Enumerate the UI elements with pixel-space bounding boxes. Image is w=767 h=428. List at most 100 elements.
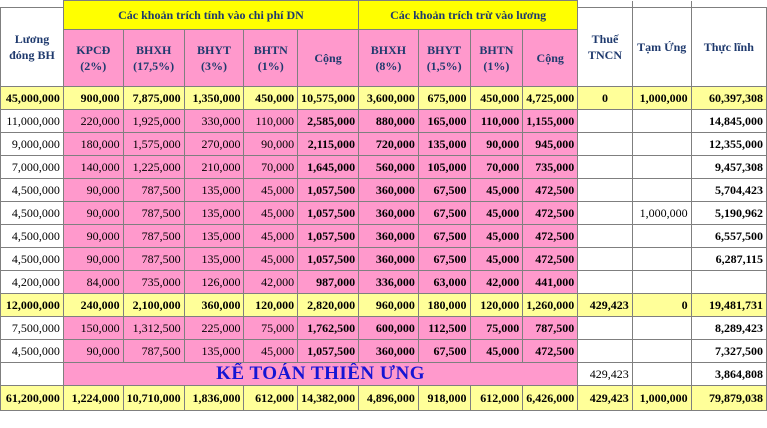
- table-cell: [631, 177, 692, 202]
- table-cell: 45,000: [469, 200, 524, 225]
- table-cell: [631, 246, 692, 271]
- table-cell: 90,000: [243, 131, 299, 156]
- table-row: 4,200,000 84,000 735,000 126,000 42,000 987,0…: [0, 269, 767, 294]
- table-cell: 5,704,423: [690, 177, 767, 202]
- table-cell: 472,500: [522, 246, 579, 271]
- table-cell: 7,500,000: [0, 315, 64, 340]
- table-cell: 11,000,000: [0, 108, 64, 133]
- header-luong-dong-bh: Lương đóng BH: [0, 6, 64, 87]
- table-cell: 135,000: [183, 200, 245, 225]
- insurance-salary-table: Các khoản trích tính vào chi phí DN Các …: [0, 0, 767, 411]
- total-cell: 1,836,000: [183, 384, 245, 411]
- dn-col-header-3: BHTN (1%): [243, 28, 299, 87]
- table-cell: 84,000: [62, 269, 124, 294]
- table-cell: 90,000: [62, 338, 124, 363]
- table-cell: 140,000: [62, 154, 124, 179]
- table-cell: 19,481,731: [690, 292, 767, 317]
- table-cell: 735,000: [122, 269, 185, 294]
- dn-col-header-0: KPCĐ (2%): [62, 28, 124, 87]
- table-cell: 2,100,000: [122, 292, 185, 317]
- table-row: 7,000,000 140,000 1,225,000 210,000 70,000 1,…: [0, 154, 767, 179]
- table-cell: 7,875,000: [122, 85, 185, 110]
- luong-col-name: BHXH: [370, 42, 407, 57]
- table-cell: 7,000,000: [0, 154, 64, 179]
- table-cell: 360,000: [358, 338, 419, 363]
- table-cell: 165,000: [417, 108, 471, 133]
- table-cell: 5,190,962: [690, 200, 767, 225]
- table-cell: 120,000: [469, 292, 524, 317]
- table-cell: 0: [631, 292, 692, 317]
- table-cell: 210,000: [183, 154, 245, 179]
- table-cell: [631, 154, 692, 179]
- luong-col-pct: (1,5%): [426, 58, 462, 73]
- table-cell: 110,000: [469, 108, 524, 133]
- table-cell: 67,500: [417, 246, 471, 271]
- table-cell: 429,423: [577, 292, 633, 317]
- table-cell: 1,000,000: [631, 200, 692, 225]
- dn-col-pct: (3%): [201, 58, 228, 73]
- luong-col-pct: (1%): [483, 58, 510, 73]
- table-cell: 45,000: [243, 246, 299, 271]
- table-cell: 472,500: [522, 200, 579, 225]
- table-cell: 2,115,000: [297, 131, 360, 156]
- table-cell: 900,000: [62, 85, 124, 110]
- table-cell: 360,000: [358, 200, 419, 225]
- table-cell: 110,000: [243, 108, 299, 133]
- table-cell: 105,000: [417, 154, 471, 179]
- table-cell: 45,000: [243, 200, 299, 225]
- table-row: 11,000,000 220,000 1,925,000 330,000 110,000…: [0, 108, 767, 133]
- total-cell: 1,000,000: [631, 384, 692, 411]
- dn-col-name: BHTN: [253, 42, 288, 57]
- table-cell: 4,500,000: [0, 177, 64, 202]
- dn-col-header-2: BHYT (3%): [183, 28, 245, 87]
- table-cell: 60,397,308: [690, 85, 767, 110]
- table-cell: 135,000: [417, 131, 471, 156]
- table-cell: 135,000: [183, 177, 245, 202]
- table-cell: 450,000: [469, 85, 524, 110]
- table-row: 4,500,000 90,000 787,500 135,000 45,000 1,057…: [0, 246, 767, 271]
- table-cell: [0, 361, 64, 386]
- table-cell: 3,864,808: [690, 361, 767, 386]
- watermark-text: KẾ TOÁN THIÊN ƯNG: [62, 361, 579, 386]
- table-cell: 8,289,423: [690, 315, 767, 340]
- table-cell: 135,000: [183, 338, 245, 363]
- table-row: KẾ TOÁN THIÊN ƯNG 429,423 3,864,808: [0, 361, 767, 386]
- total-cell: 79,879,038: [690, 384, 767, 411]
- dn-col-header-1: BHXH (17,5%): [122, 28, 185, 87]
- table-cell: 472,500: [522, 223, 579, 248]
- dn-col-name: BHYT: [197, 42, 232, 57]
- table-cell: [631, 131, 692, 156]
- table-cell: 240,000: [62, 292, 124, 317]
- table-cell: 180,000: [417, 292, 471, 317]
- table-cell: 330,000: [183, 108, 245, 133]
- total-cell: 61,200,000: [0, 384, 64, 411]
- table-cell: 987,000: [297, 269, 360, 294]
- table-cell: 336,000: [358, 269, 419, 294]
- table-cell: 1,645,000: [297, 154, 360, 179]
- table-cell: 67,500: [417, 177, 471, 202]
- table-cell: 6,287,115: [690, 246, 767, 271]
- table-cell: [577, 131, 633, 156]
- table-cell: 4,500,000: [0, 246, 64, 271]
- luong-col-header-3: Cộng: [522, 28, 579, 87]
- table-cell: 70,000: [243, 154, 299, 179]
- table-cell: 4,200,000: [0, 269, 64, 294]
- table-row: 4,500,000 90,000 787,500 135,000 45,000 1,057…: [0, 223, 767, 248]
- table-cell: 1,057,500: [297, 246, 360, 271]
- header-tam-ung: Tạm Ứng: [631, 6, 692, 87]
- table-cell: 10,575,000: [297, 85, 360, 110]
- dn-col-name: BHXH: [136, 42, 172, 57]
- table-cell: 1,762,500: [297, 315, 360, 340]
- table-cell: 45,000,000: [0, 85, 64, 110]
- table-cell: 1,057,500: [297, 200, 360, 225]
- table-cell: 787,500: [122, 223, 185, 248]
- table-cell: 1,350,000: [183, 85, 245, 110]
- total-cell: 6,426,000: [522, 384, 579, 411]
- table-cell: 735,000: [522, 154, 579, 179]
- luong-col-header-0: BHXH (8%): [358, 28, 419, 87]
- header-thuc-linh: Thực lĩnh: [690, 6, 767, 87]
- dn-col-name: KPCĐ: [76, 42, 111, 57]
- table-cell: 675,000: [417, 85, 471, 110]
- table-cell: 90,000: [469, 131, 524, 156]
- total-cell: 4,896,000: [358, 384, 419, 411]
